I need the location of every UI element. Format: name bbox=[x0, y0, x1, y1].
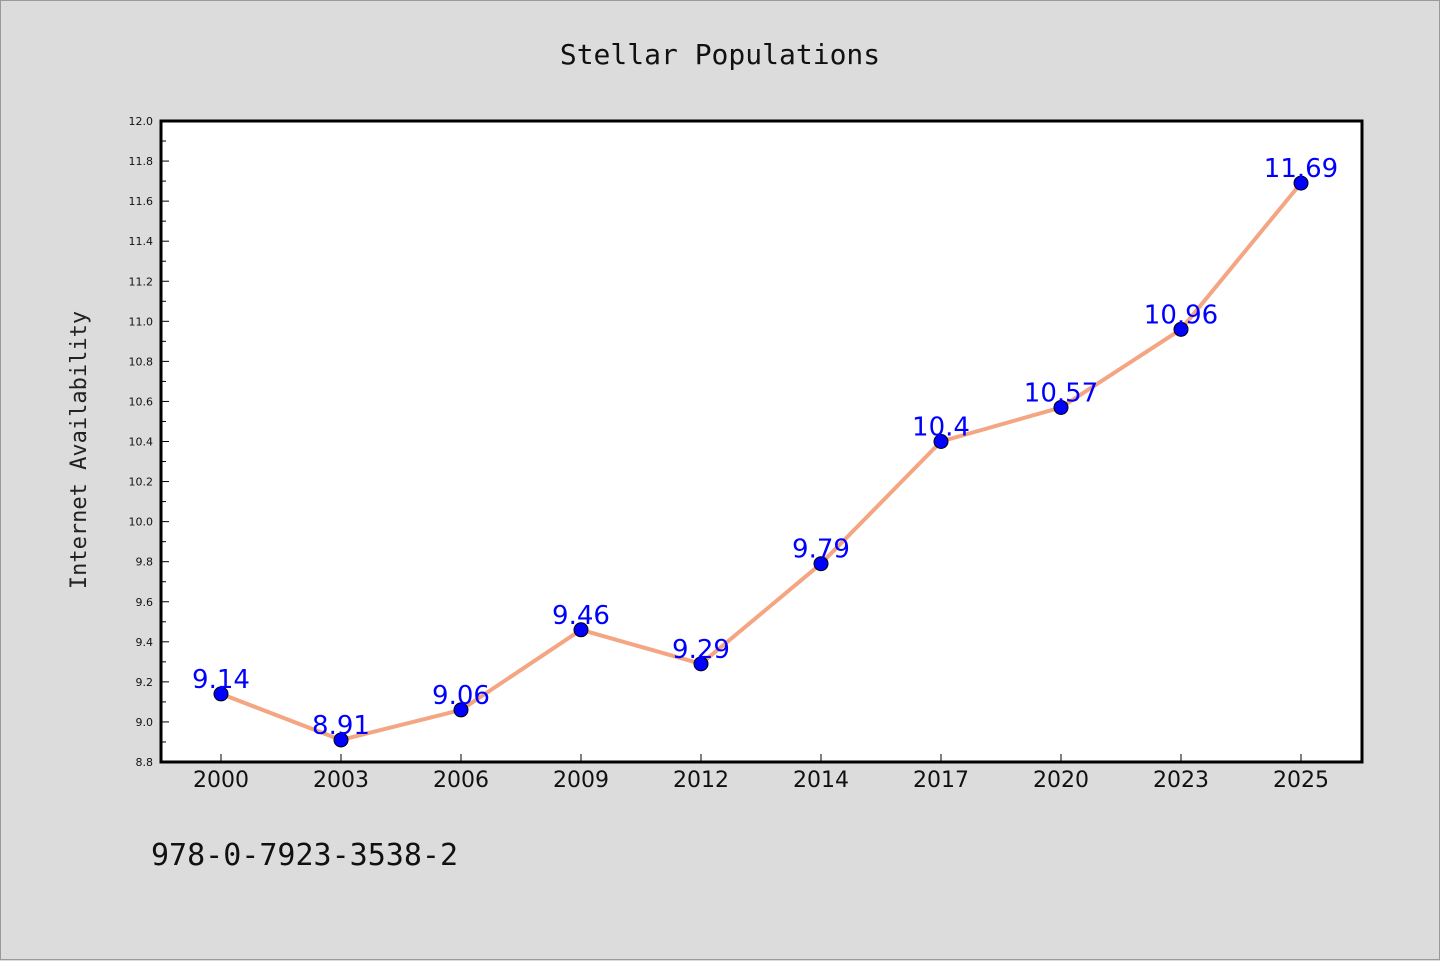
y-tick-label: 8.8 bbox=[136, 756, 154, 769]
x-tick-label: 2017 bbox=[913, 768, 969, 793]
x-tick-label: 2000 bbox=[193, 768, 249, 793]
chart-title: Stellar Populations bbox=[560, 38, 880, 71]
x-tick-label: 2025 bbox=[1273, 768, 1329, 793]
y-tick-label: 9.8 bbox=[136, 556, 154, 569]
data-label: 10.96 bbox=[1144, 300, 1218, 330]
isbn-footer: 978-0-7923-3538-2 bbox=[151, 838, 458, 873]
series-group bbox=[213, 175, 1309, 748]
y-tick-label: 9.0 bbox=[136, 716, 154, 729]
data-point bbox=[1053, 399, 1069, 415]
data-point bbox=[1173, 321, 1189, 337]
data-label: 9.79 bbox=[792, 535, 850, 565]
data-point bbox=[813, 556, 829, 572]
data-label: 10.4 bbox=[912, 413, 970, 443]
y-tick-label: 9.4 bbox=[136, 636, 154, 649]
y-tick-label: 12.0 bbox=[129, 115, 154, 128]
y-tick-label: 11.2 bbox=[129, 275, 154, 288]
data-label: 9.29 bbox=[672, 635, 730, 665]
y-tick-label: 10.4 bbox=[129, 436, 154, 449]
data-point bbox=[1293, 175, 1309, 191]
plot-area bbox=[159, 119, 1364, 764]
x-tick-label: 2009 bbox=[553, 768, 609, 793]
data-label: 8.91 bbox=[312, 711, 370, 741]
y-tick-label: 9.6 bbox=[136, 596, 154, 609]
y-tick-label: 10.0 bbox=[129, 516, 154, 529]
data-point bbox=[333, 732, 349, 748]
x-tick-label: 2012 bbox=[673, 768, 729, 793]
y-tick-label: 11.6 bbox=[129, 195, 154, 208]
data-label: 11.69 bbox=[1264, 154, 1338, 184]
y-tick-label: 11.0 bbox=[129, 315, 154, 328]
y-tick-label: 11.4 bbox=[129, 235, 154, 248]
y-tick-label: 10.2 bbox=[129, 476, 154, 489]
x-tick-label: 2006 bbox=[433, 768, 489, 793]
data-point bbox=[453, 702, 469, 718]
data-label: 9.46 bbox=[552, 601, 610, 631]
x-tick-label: 2003 bbox=[313, 768, 369, 793]
y-axis-label: Internet Availability bbox=[67, 311, 92, 589]
data-point bbox=[693, 656, 709, 672]
y-tick-label: 11.8 bbox=[129, 155, 154, 168]
x-tick-label: 2020 bbox=[1033, 768, 1089, 793]
data-label: 9.14 bbox=[192, 665, 250, 695]
data-label: 9.06 bbox=[432, 681, 490, 711]
data-label: 10.57 bbox=[1024, 378, 1098, 408]
data-labels: 9.14 8.91 9.06 9.46 9.29 9.79 10.4 10.57 10.96 11… bbox=[192, 154, 1338, 741]
data-point bbox=[933, 434, 949, 449]
data-point bbox=[573, 622, 589, 638]
y-tick-label: 10.6 bbox=[129, 395, 154, 408]
y-tick-label: 9.2 bbox=[136, 676, 154, 689]
y-axis: 8.8 9.0 9.2 9.4 9.6 9.8 10.0 10.2 10.4 10.6 10.8 11… bbox=[129, 115, 169, 769]
x-tick-label: 2023 bbox=[1153, 768, 1209, 793]
series-line bbox=[219, 181, 1303, 742]
x-axis: 2000 2003 2006 2009 2012 2014 2017 2020 2023 2025 bbox=[193, 754, 1329, 793]
data-point bbox=[213, 686, 229, 702]
y-tick-label: 10.8 bbox=[129, 355, 154, 368]
x-tick-label: 2014 bbox=[793, 768, 849, 793]
